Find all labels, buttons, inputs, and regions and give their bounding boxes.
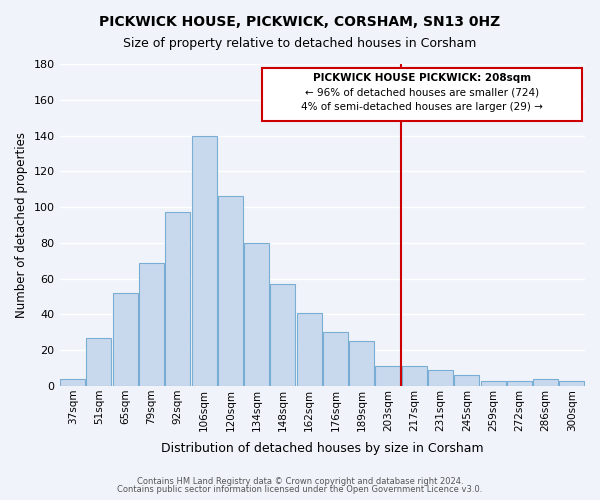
Bar (60, 379, 85, 386)
Text: Contains HM Land Registry data © Crown copyright and database right 2024.: Contains HM Land Registry data © Crown c… (137, 477, 463, 486)
Bar (271, 284, 295, 386)
Bar (481, 380, 506, 386)
Bar (507, 380, 532, 386)
Text: PICKWICK HOUSE, PICKWICK, CORSHAM, SN13 0HZ: PICKWICK HOUSE, PICKWICK, CORSHAM, SN13 … (100, 15, 500, 29)
Bar (218, 196, 243, 386)
Text: PICKWICK HOUSE PICKWICK: 208sqm: PICKWICK HOUSE PICKWICK: 208sqm (313, 73, 531, 83)
Bar (139, 262, 164, 386)
Text: Contains public sector information licensed under the Open Government Licence v3: Contains public sector information licen… (118, 485, 482, 494)
Bar (191, 136, 217, 386)
Bar (244, 243, 269, 386)
Bar (376, 366, 400, 386)
FancyBboxPatch shape (262, 68, 583, 121)
Bar (533, 379, 558, 386)
Text: 4% of semi-detached houses are larger (29) →: 4% of semi-detached houses are larger (2… (301, 102, 543, 112)
Bar (296, 312, 322, 386)
Bar (349, 342, 374, 386)
Y-axis label: Number of detached properties: Number of detached properties (15, 132, 28, 318)
X-axis label: Distribution of detached houses by size in Corsham: Distribution of detached houses by size … (161, 442, 484, 455)
Bar (454, 376, 479, 386)
Bar (323, 332, 348, 386)
Bar (165, 212, 190, 386)
Bar (402, 366, 427, 386)
Text: ← 96% of detached houses are smaller (724): ← 96% of detached houses are smaller (72… (305, 88, 539, 98)
Bar (559, 380, 584, 386)
Text: Size of property relative to detached houses in Corsham: Size of property relative to detached ho… (124, 38, 476, 51)
Bar (428, 370, 453, 386)
Bar (86, 338, 112, 386)
Bar (113, 293, 138, 386)
